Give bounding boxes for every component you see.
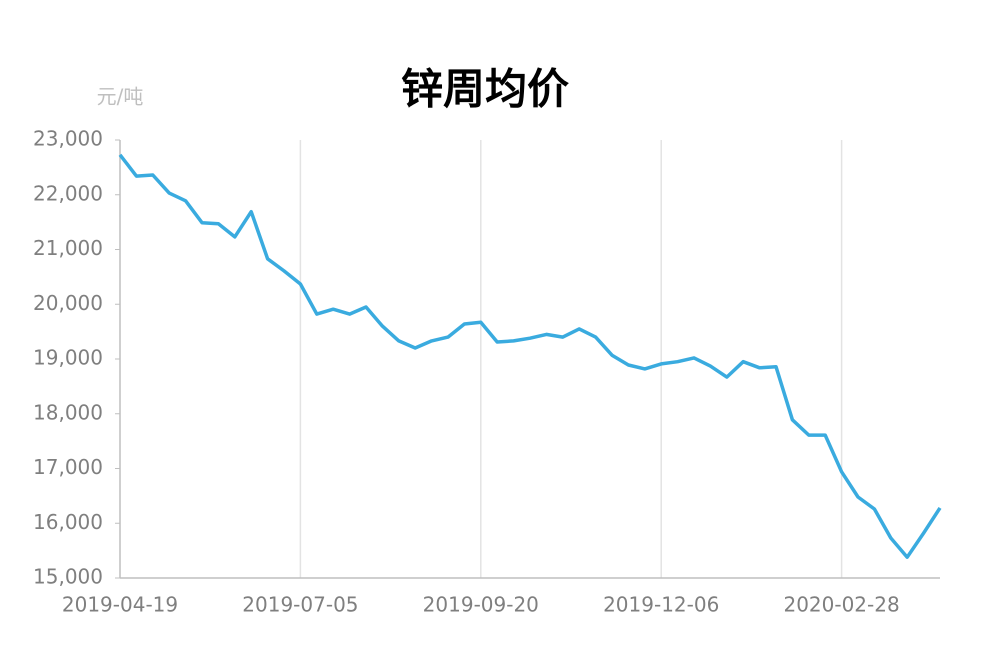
y-tick-label: 16,000 [33,510,103,534]
y-tick-label: 19,000 [33,346,103,370]
y-tick-label: 23,000 [33,127,103,151]
y-tick-label: 20,000 [33,291,103,315]
y-tick-label: 21,000 [33,236,103,260]
y-tick-label: 15,000 [33,565,103,589]
x-tick-label: 2019-04-19 [62,593,178,617]
series-line [118,153,942,559]
y-tick-label: 17,000 [33,455,103,479]
x-tick-label: 2019-07-05 [242,593,358,617]
y-tick-label: 18,000 [33,400,103,424]
x-tick-label: 2019-09-20 [423,593,539,617]
chart-title: 锌周均价 [401,65,569,114]
y-axis-label: 元/吨 [97,85,144,109]
x-tick-label: 2019-12-06 [603,593,719,617]
y-tick-label: 22,000 [33,181,103,205]
x-tick-label: 2020-02-28 [783,593,899,617]
